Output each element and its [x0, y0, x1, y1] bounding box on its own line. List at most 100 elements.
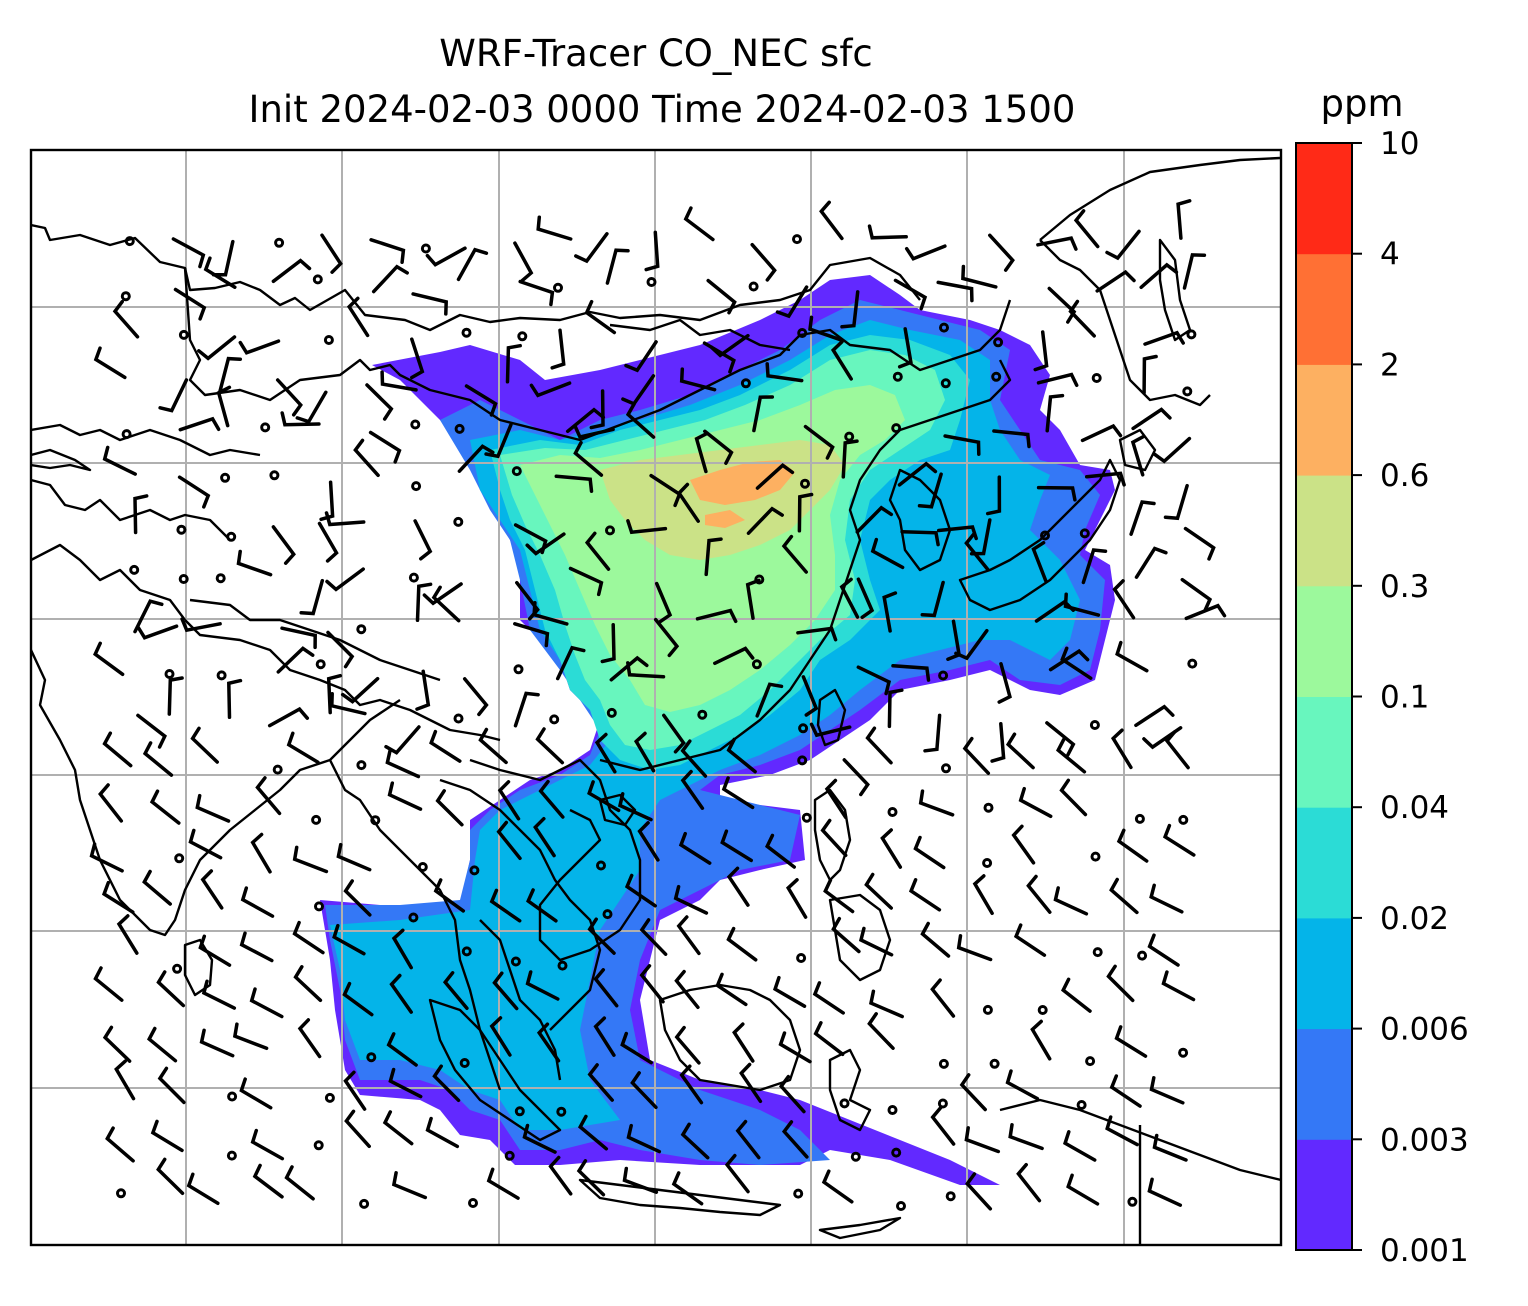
wind-barb	[870, 537, 905, 570]
wind-barb	[431, 585, 461, 623]
wind-barb	[726, 737, 757, 774]
calm-wind-marker	[605, 525, 615, 536]
calm-wind-marker	[1037, 1005, 1048, 1015]
wind-barb	[735, 1119, 761, 1160]
wind-barb	[745, 578, 761, 620]
wind-barb	[624, 340, 658, 373]
calm-wind-marker	[176, 524, 187, 535]
wind-barb	[812, 981, 845, 1015]
wind-barb	[676, 915, 701, 956]
wind-barb	[325, 567, 365, 592]
wind-barb	[778, 1031, 812, 1064]
wind-barb	[462, 677, 489, 717]
calm-wind-marker	[748, 281, 759, 292]
wind-barb	[380, 370, 418, 392]
wind-barb	[432, 1064, 461, 1103]
wind-barb	[587, 917, 616, 955]
calm-wind-marker	[504, 1150, 515, 1161]
coast-sulawesi	[828, 1048, 872, 1132]
calm-wind-marker	[510, 956, 521, 967]
wind-barb	[617, 792, 653, 822]
wind-barb	[956, 934, 993, 962]
wind-barb	[1182, 253, 1207, 290]
colorbar-block	[1296, 253, 1352, 365]
wind-barb	[292, 920, 325, 955]
wind-barb	[1149, 883, 1184, 914]
wind-barb	[704, 537, 723, 577]
wind-barb	[765, 362, 804, 383]
wind-barb	[486, 1167, 520, 1200]
wind-barb	[1013, 923, 1047, 957]
colorbar-tick-label: 4	[1380, 237, 1400, 273]
wind-barb	[271, 525, 296, 565]
wind-barb	[532, 600, 569, 626]
colorbar-tick-label: 0.6	[1380, 458, 1429, 494]
wind-barb	[587, 1063, 614, 1102]
wind-barb	[1036, 372, 1079, 388]
wind-barb	[167, 676, 184, 716]
wind-barb	[429, 729, 462, 763]
wind-barb	[1005, 732, 1035, 770]
calm-wind-marker	[172, 963, 183, 974]
wind-barb	[342, 981, 374, 1017]
wind-barb	[584, 531, 611, 571]
wind-barb	[554, 474, 594, 493]
wind-barb	[484, 423, 513, 459]
wind-barb	[1055, 737, 1087, 774]
wind-barb	[964, 1126, 1001, 1154]
wind-barb	[622, 1166, 659, 1194]
wind-barb	[1073, 209, 1100, 249]
border-india-china	[184, 619, 501, 742]
wind-barb	[1033, 330, 1049, 372]
wind-barb	[639, 918, 668, 956]
calm-wind-marker	[982, 858, 993, 868]
colorbar-tick-label: 0.02	[1380, 901, 1449, 937]
calm-wind-marker	[359, 1198, 370, 1209]
wind-barb	[1139, 262, 1179, 290]
wind-barb	[1045, 721, 1076, 757]
wind-barb	[343, 879, 372, 917]
wind-barb	[293, 965, 323, 1003]
wind-barb	[990, 722, 1006, 763]
colorbar-block	[1296, 1028, 1352, 1140]
wind-barb	[536, 1022, 561, 1063]
wind-barb	[415, 669, 431, 711]
wind-barb	[102, 731, 133, 768]
calm-wind-marker	[850, 1151, 861, 1162]
wind-barb	[821, 1169, 854, 1204]
wind-barb	[721, 776, 755, 810]
wind-barb	[755, 682, 784, 718]
wind-barb	[1084, 471, 1126, 487]
wind-barb	[387, 781, 423, 811]
wind-barb	[382, 1110, 414, 1146]
wind-barb	[565, 407, 606, 434]
calm-wind-marker	[982, 1004, 993, 1015]
wind-barb	[496, 820, 522, 861]
calm-wind-marker	[941, 763, 951, 774]
colorbar-tick-label: 0.006	[1380, 1012, 1469, 1048]
wind-barb	[589, 389, 605, 430]
calm-wind-marker	[754, 574, 765, 585]
wind-barb	[365, 383, 394, 421]
wind-barb	[93, 346, 127, 380]
wind-barb	[908, 878, 942, 912]
wind-barb	[694, 431, 709, 474]
wind-barb	[346, 296, 370, 338]
map-frame	[29, 148, 1283, 1247]
calm-wind-marker	[1127, 1196, 1138, 1207]
wind-barbs	[89, 199, 1227, 1211]
wind-barb	[625, 402, 656, 439]
wind-barb	[330, 692, 367, 716]
calm-wind-marker	[410, 419, 421, 430]
calm-wind-marker	[940, 378, 951, 389]
wind-barb	[1060, 977, 1092, 1013]
wind-barb	[102, 445, 137, 476]
wind-barb	[533, 816, 556, 858]
wind-barb	[422, 582, 463, 606]
wind-barb	[98, 783, 124, 823]
calm-wind-marker	[1089, 720, 1100, 730]
wind-barb	[674, 969, 700, 1010]
coast-borneo	[658, 983, 802, 1092]
calm-wind-marker	[311, 814, 322, 825]
wind-barb	[917, 472, 943, 509]
